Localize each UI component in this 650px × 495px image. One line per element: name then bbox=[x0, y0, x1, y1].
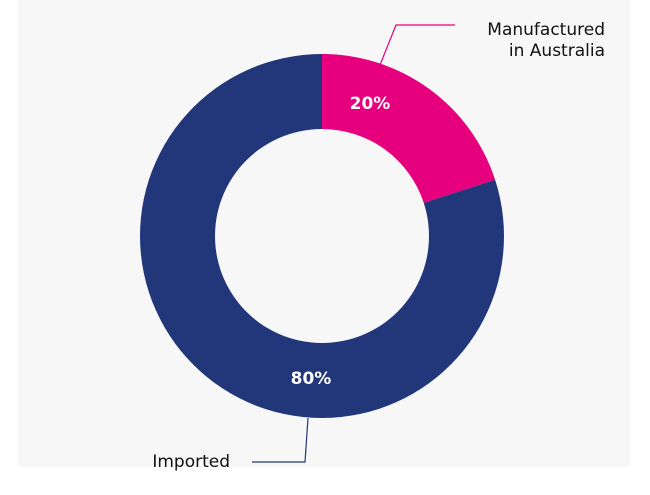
callout-leader-line bbox=[252, 417, 309, 463]
slice-value-label: 80% bbox=[291, 369, 332, 389]
callout-leader-line bbox=[379, 24, 455, 66]
slice-imported bbox=[139, 54, 504, 418]
callout-label: in Australia bbox=[509, 41, 605, 61]
callout-label: Imported bbox=[152, 452, 230, 472]
slice-value-label: 20% bbox=[350, 94, 391, 114]
callout-label: Manufactured bbox=[487, 20, 605, 40]
slice-manufactured-in-australia bbox=[322, 54, 496, 203]
donut-slices bbox=[139, 54, 504, 418]
slice-value-labels: 20% 80% bbox=[291, 94, 391, 389]
